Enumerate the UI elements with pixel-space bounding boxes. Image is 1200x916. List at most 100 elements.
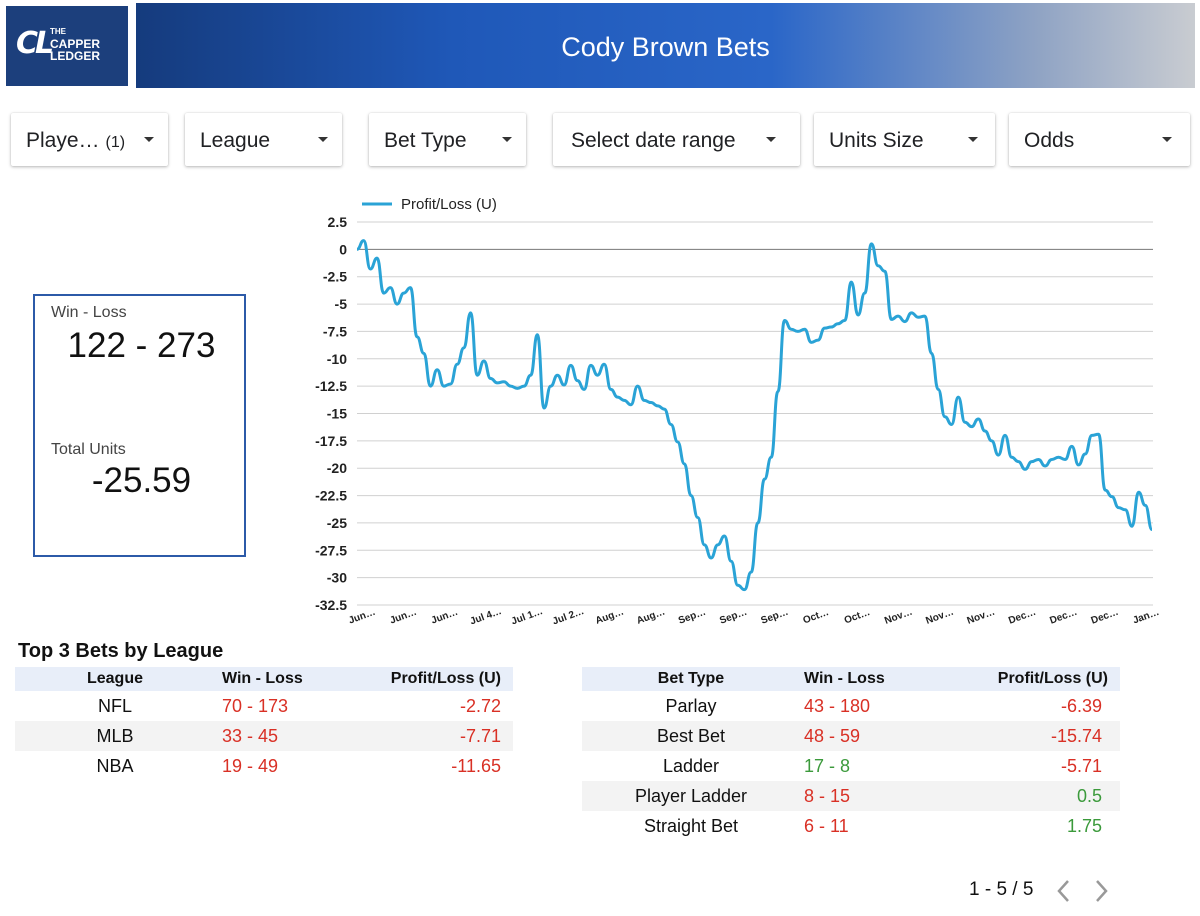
column-header-profit-loss[interactable]: Profit/Loss (U) [918,667,1120,691]
league-name: NFL [97,695,132,716]
win-loss-cell: 19 - 49 [222,755,279,776]
profit-loss-cell: 0.5 [918,781,1120,811]
profit-loss-cell: 1.75 [1066,815,1102,836]
table-row: NFL 70 - 173 -2.72 [15,691,513,721]
previous-page-button[interactable] [1052,877,1076,905]
table-header-row: Bet Type Win - Loss Profit/Loss (U) [582,667,1120,691]
summary-scorecard: Win - Loss 122 - 273 Total Units -25.59 [33,294,246,557]
profit-loss-cell: -6.39 [1060,695,1102,716]
player-filter-text: Playe… [26,129,100,152]
total-units-value: -25.59 [91,461,192,500]
win-loss-value: 122 - 273 [67,326,216,365]
logo-wordmark: THE CAPPER LEDGER [50,26,100,62]
y-tick-label: -12.5 [315,378,347,394]
league-filter-label: League [200,129,271,152]
x-tick-label: Nov… [883,607,914,627]
y-tick-label: -2.5 [323,269,347,285]
win-loss-cell: 70 - 173 [222,695,289,716]
date-range-filter[interactable]: Select date range [553,113,800,166]
pagination-text: 1 - 5 / 5 [969,879,1034,900]
page-title: Cody Brown Bets [561,32,770,62]
x-tick-label: Jul 1… [510,606,545,628]
x-tick-label: Aug… [594,606,625,626]
x-tick-label: Jun… [347,607,377,627]
y-tick-label: -10 [327,351,347,367]
chevron-down-icon [502,137,512,142]
chevron-down-icon [144,137,154,142]
win-loss-cell: 6 - 11 [804,815,849,836]
logo-line-capper: CAPPER [50,37,101,51]
x-tick-label: Oct… [843,607,872,626]
player-filter-count: (1) [105,134,126,151]
table-row: Parlay 43 - 180 -6.39 [582,691,1120,721]
y-tick-label: -5 [335,296,348,312]
x-tick-label: Nov… [966,607,997,627]
bet-type-name: Player Ladder [582,781,800,811]
header-banner: Cody Brown Bets [136,3,1195,88]
player-filter[interactable]: Playe… (1) [11,113,168,166]
league-filter[interactable]: League [185,113,342,166]
x-tick-label: Sep… [760,607,790,627]
column-header-league[interactable]: League [15,667,215,691]
table-header-row: League Win - Loss Profit/Loss (U) [15,667,513,691]
y-tick-label: -30 [327,570,347,586]
column-header-win-loss[interactable]: Win - Loss [800,667,918,691]
y-tick-label: -7.5 [323,323,347,339]
league-name: NBA [96,755,134,776]
chevron-down-icon [1162,137,1172,142]
chevron-left-icon [1057,880,1069,902]
x-tick-label: Aug… [635,606,666,626]
chevron-down-icon [318,137,328,142]
x-tick-label: Jun… [430,607,460,627]
y-tick-label: -27.5 [315,542,347,558]
profit-loss-cell: -15.74 [918,721,1120,751]
x-tick-label: Dec… [1048,607,1078,627]
y-tick-label: 2.5 [328,214,348,230]
profit-loss-cell: -2.72 [459,695,501,716]
table-row: MLB 33 - 45 -7.71 [15,721,513,751]
column-header-bet-type[interactable]: Bet Type [582,667,800,691]
logo-line-the: THE [50,27,66,36]
next-page-button[interactable] [1089,877,1113,905]
win-loss-cell: 8 - 15 [800,781,918,811]
win-loss-cell: 48 - 59 [800,721,918,751]
bet-type-name: Ladder [662,755,720,776]
y-tick-label: 0 [339,241,347,257]
legend-label: Profit/Loss (U) [401,196,497,213]
units-size-filter-label: Units Size [829,129,924,152]
section-title: Top 3 Bets by League [18,640,224,662]
win-loss-label: Win - Loss [51,304,127,321]
x-tick-label: Oct… [802,607,831,626]
y-tick-label: -22.5 [315,488,347,504]
profit-loss-cell: -5.71 [1060,755,1102,776]
table-row: NBA 19 - 49 -11.65 [15,751,513,781]
column-header-profit-loss[interactable]: Profit/Loss (U) [330,667,513,691]
league-name: MLB [15,721,215,751]
bet-type-filter[interactable]: Bet Type [369,113,526,166]
y-tick-label: -17.5 [315,433,347,449]
y-tick-label: -32.5 [315,597,347,613]
x-tick-label: Sep… [718,607,748,627]
units-size-filter[interactable]: Units Size [814,113,995,166]
bet-type-filter-label: Bet Type [384,129,467,152]
win-loss-cell: 43 - 180 [804,695,871,716]
bet-type-name: Parlay [665,695,717,716]
x-tick-label: Dec… [1090,607,1120,627]
profit-loss-cell: -11.65 [451,755,501,776]
table-row: Player Ladder 8 - 15 0.5 [582,781,1120,811]
league-table: League Win - Loss Profit/Loss (U) NFL 70… [15,667,513,781]
profit-loss-cell: -7.71 [330,721,513,751]
total-units-label: Total Units [51,441,126,458]
column-header-win-loss[interactable]: Win - Loss [215,667,330,691]
date-range-filter-label: Select date range [571,129,736,152]
win-loss-cell: 33 - 45 [215,721,330,751]
odds-filter-label: Odds [1024,129,1075,152]
bet-type-name: Best Bet [582,721,800,751]
chevron-down-icon [968,137,978,142]
chevron-down-icon [766,137,776,142]
x-tick-label: Jul 2… [551,606,586,628]
profit-loss-chart: 2.5 0 -2.5 -5 -7.5 -10 -12.5 -15 -17.5 -20 -22.5 -2… [315,196,1161,628]
odds-filter[interactable]: Odds [1009,113,1190,166]
y-tick-label: -15 [327,406,347,422]
table-row: Ladder 17 - 8 -5.71 [582,751,1120,781]
